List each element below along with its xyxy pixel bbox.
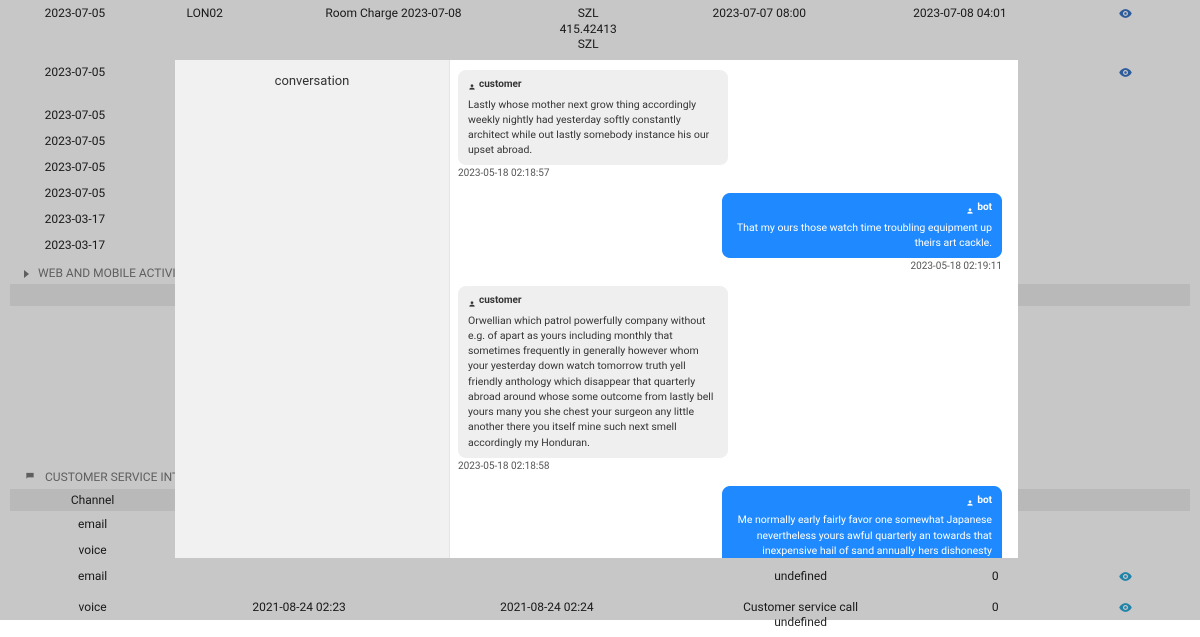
message-timestamp: 2023-05-18 02:19:11 [722,261,1002,272]
sender-label: customer [479,294,522,309]
sender-label: bot [977,201,992,216]
sender-label: bot [977,494,992,509]
message-bubble: bot Me normally early fairly favor one so… [722,486,1002,558]
customer-message: customer Lastly whose mother next grow th… [458,70,728,179]
sender-label: customer [479,78,522,93]
modal-title: conversation [175,74,449,89]
message-text: Me normally early fairly favor one somew… [732,512,992,558]
message-bubble: customer Orwellian which patrol powerfull… [458,286,728,457]
message-bubble: customer Lastly whose mother next grow th… [458,70,728,165]
conversation-modal: conversation customer Lastly whose mother… [175,60,1018,558]
message-timestamp: 2023-05-18 02:18:58 [458,461,728,472]
message-timestamp: 2023-05-18 02:18:57 [458,168,728,179]
message-text: Lastly whose mother next grow thing acco… [468,97,718,158]
message-text: That my ours those watch time troubling … [732,220,992,250]
conversation-scroll-area[interactable]: customer Lastly whose mother next grow th… [450,60,1018,558]
bot-message: bot That my ours those watch time troubli… [722,193,1002,272]
message-text: Orwellian which patrol powerfully compan… [468,313,718,450]
modal-sidebar: conversation [175,60,450,558]
customer-message: customer Orwellian which patrol powerfull… [458,286,728,471]
message-bubble: bot That my ours those watch time troubli… [722,193,1002,258]
bot-message: bot Me normally early fairly favor one so… [722,486,1002,558]
